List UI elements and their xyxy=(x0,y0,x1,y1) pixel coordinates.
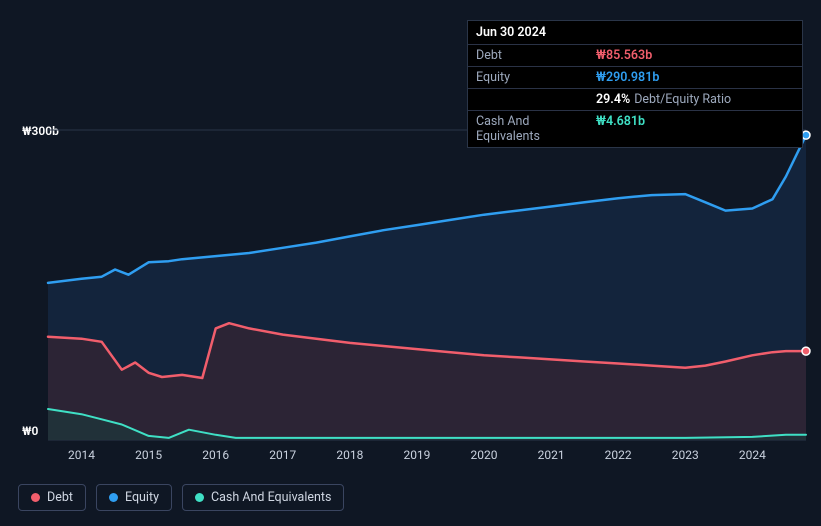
legend-dot xyxy=(31,493,40,502)
legend-label: Equity xyxy=(125,490,159,505)
area-chart-svg xyxy=(48,130,806,440)
tooltip-value: ₩290.981b xyxy=(596,70,659,85)
x-tick-label: 2016 xyxy=(202,448,229,462)
tooltip-value: 29.4%Debt/Equity Ratio xyxy=(596,92,731,107)
x-tick-label: 2019 xyxy=(403,448,430,462)
tooltip-row: Cash And Equivalents₩4.681b xyxy=(468,111,802,147)
legend-item-cash-and-equivalents[interactable]: Cash And Equivalents xyxy=(182,484,344,511)
legend-label: Debt xyxy=(47,490,73,505)
tooltip-label: Cash And Equivalents xyxy=(476,114,596,144)
legend-dot xyxy=(195,493,204,502)
tooltip-row: 29.4%Debt/Equity Ratio xyxy=(468,89,802,111)
chart-legend: Debt Equity Cash And Equivalents xyxy=(18,484,344,511)
tooltip-row: Debt₩85.563b xyxy=(468,45,802,67)
tooltip-label xyxy=(476,92,596,107)
tooltip-row: Equity₩290.981b xyxy=(468,67,802,89)
x-tick-label: 2023 xyxy=(672,448,699,462)
chart-tooltip: Jun 30 2024 Debt₩85.563bEquity₩290.981b2… xyxy=(467,20,803,148)
x-tick-label: 2014 xyxy=(68,448,95,462)
tooltip-label: Debt xyxy=(476,48,596,63)
x-tick-label: 2017 xyxy=(269,448,296,462)
x-tick-label: 2024 xyxy=(739,448,766,462)
x-tick-label: 2022 xyxy=(605,448,632,462)
financials-chart: Jun 30 2024 Debt₩85.563bEquity₩290.981b2… xyxy=(0,0,821,526)
x-tick-label: 2018 xyxy=(336,448,363,462)
x-tick-label: 2015 xyxy=(135,448,162,462)
tooltip-date: Jun 30 2024 xyxy=(468,21,802,45)
legend-label: Cash And Equivalents xyxy=(211,490,331,505)
legend-item-debt[interactable]: Debt xyxy=(18,484,86,511)
tooltip-label: Equity xyxy=(476,70,596,85)
tooltip-value: ₩4.681b xyxy=(596,114,645,144)
y-tick-min: ₩0 xyxy=(22,424,38,438)
tooltip-subtext: Debt/Equity Ratio xyxy=(634,92,731,107)
x-tick-label: 2021 xyxy=(538,448,565,462)
legend-item-equity[interactable]: Equity xyxy=(96,484,172,511)
tooltip-value: ₩85.563b xyxy=(596,48,652,63)
x-tick-label: 2020 xyxy=(471,448,498,462)
legend-dot xyxy=(109,493,118,502)
